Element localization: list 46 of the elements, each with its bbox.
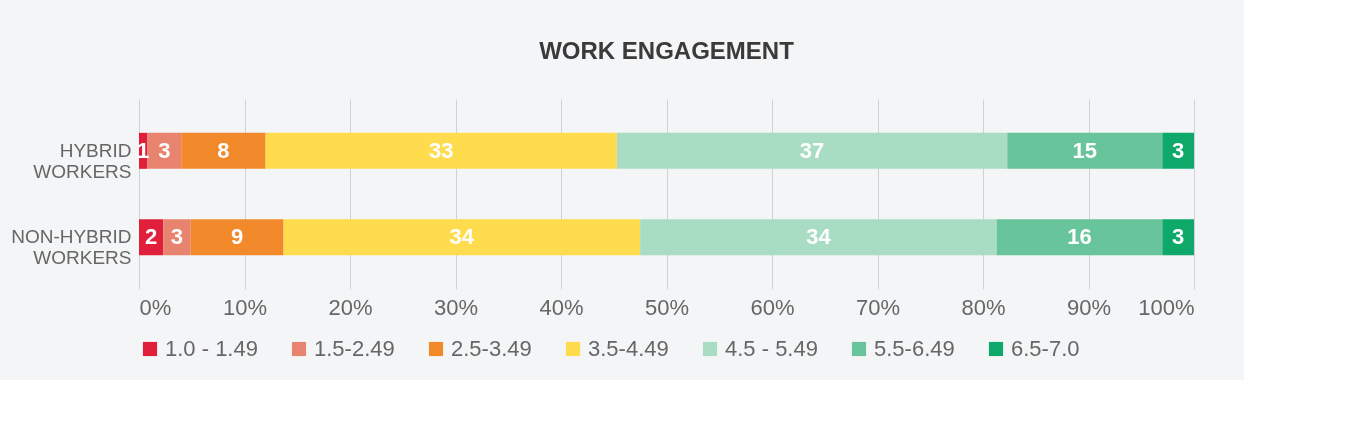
chart-title: WORK ENGAGEMENT xyxy=(539,37,795,64)
data-label: 9 xyxy=(230,224,244,250)
bar xyxy=(996,219,1163,256)
legend-label: 5.5-6.49 xyxy=(874,336,955,361)
x-tick-label: 0% xyxy=(139,294,172,320)
bar xyxy=(640,219,997,256)
x-tick-label: 10% xyxy=(222,294,268,320)
bar xyxy=(181,132,266,169)
y-tick-label: NON-HYBRID WORKERS xyxy=(11,226,132,269)
data-label: 33 xyxy=(429,137,454,163)
y-tick-label: HYBRID WORKERS xyxy=(33,139,132,182)
legend-label: 1.5-2.49 xyxy=(314,336,395,361)
legend-label: 1.0 - 1.49 xyxy=(165,336,258,361)
bar xyxy=(190,219,284,256)
x-tick-label: 90% xyxy=(1066,294,1112,320)
legend-label: 3.5-4.49 xyxy=(588,336,669,361)
bar xyxy=(147,132,182,169)
legend-label: 2.5-3.49 xyxy=(451,336,532,361)
bar xyxy=(265,132,617,169)
data-label: 3 xyxy=(1172,137,1185,163)
x-tick-label: 100% xyxy=(1138,294,1195,320)
bar xyxy=(1162,132,1194,169)
x-tick-label: 70% xyxy=(855,294,901,320)
bar xyxy=(163,219,191,256)
legend-label: 4.5 - 5.49 xyxy=(725,336,818,361)
data-label: 16 xyxy=(1067,224,1092,250)
data-label: 15 xyxy=(1072,137,1098,163)
data-label: 2 xyxy=(145,224,158,250)
x-tick-label: 20% xyxy=(328,294,373,320)
x-tick-label: 60% xyxy=(750,294,795,320)
bar xyxy=(1162,219,1194,256)
data-label: 8 xyxy=(217,137,230,163)
data-label: 37 xyxy=(799,137,825,163)
x-tick-label: 80% xyxy=(961,294,1006,320)
bar xyxy=(1007,132,1163,169)
bar xyxy=(616,132,1008,169)
bar xyxy=(283,219,641,256)
data-label: 3 xyxy=(1172,224,1185,250)
data-label: 34 xyxy=(449,224,475,250)
legend-label: 6.5-7.0 xyxy=(1011,336,1080,361)
data-label: 3 xyxy=(158,137,171,163)
data-label: 34 xyxy=(806,224,832,250)
x-tick-label: 40% xyxy=(539,294,584,320)
x-tick-label: 50% xyxy=(644,294,690,320)
data-label: 3 xyxy=(170,224,184,250)
x-tick-label: 30% xyxy=(433,294,479,320)
